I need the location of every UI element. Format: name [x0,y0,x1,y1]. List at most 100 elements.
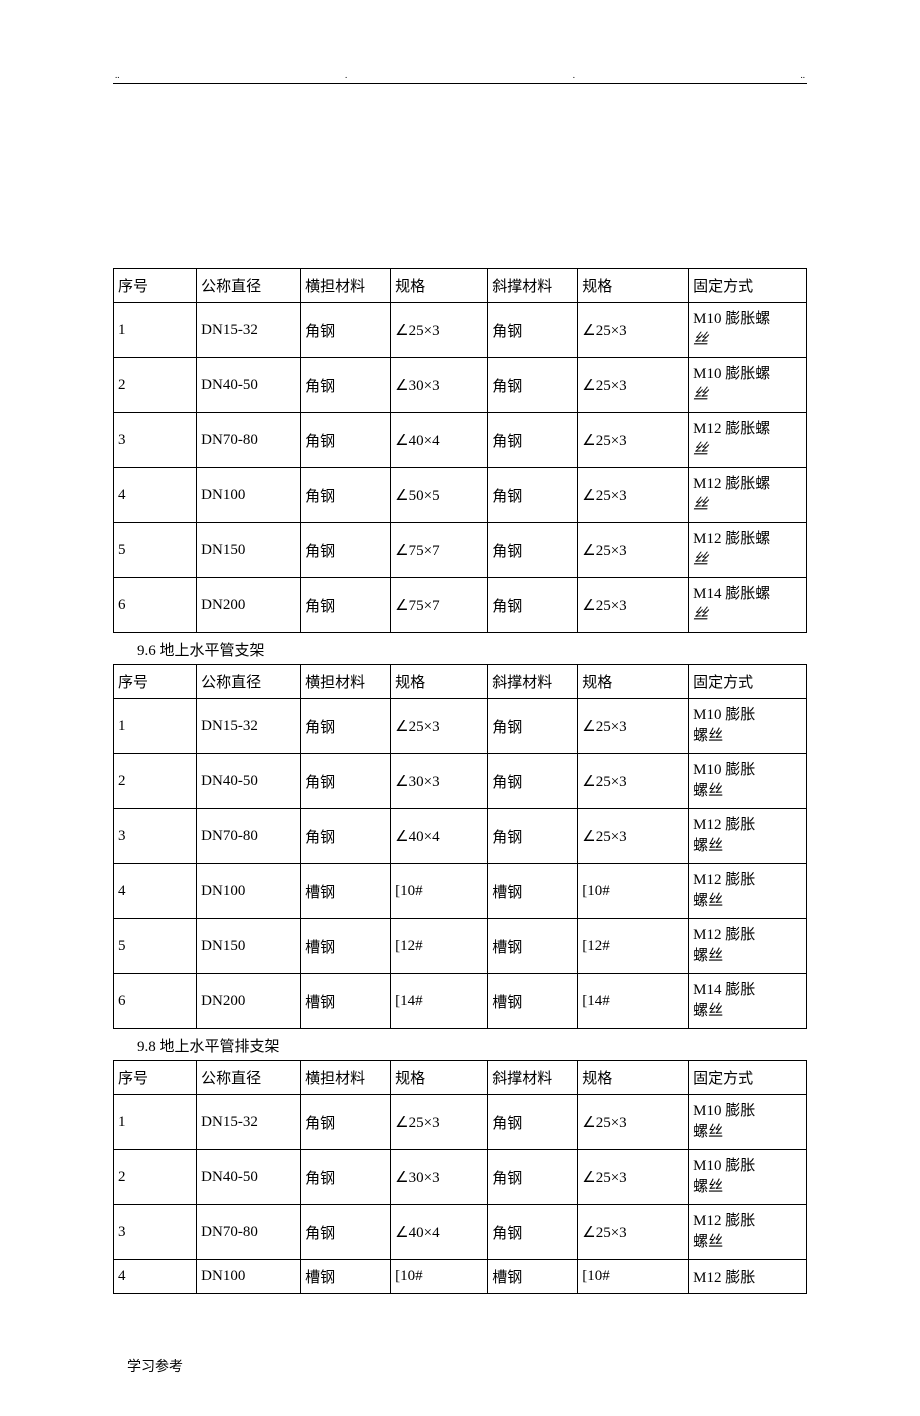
cell: 1 [114,303,197,358]
cell: M12 膨胀螺丝 [689,468,807,523]
cell: M12 膨胀螺丝 [689,864,807,919]
table-row: 3 DN70-80 角钢 ∠40×4 角钢 ∠25×3 M12 膨胀螺丝 [114,1205,807,1260]
header-spacer [113,88,807,268]
header-cell: 公称直径 [197,269,301,303]
header-cell: 斜撑材料 [488,665,578,699]
cell: 1 [114,1095,197,1150]
cell: [14# [578,974,689,1029]
cell: 槽钢 [301,974,391,1029]
cell: 角钢 [488,578,578,633]
cell: 角钢 [488,523,578,578]
cell: ∠25×3 [578,754,689,809]
header-cell: 固定方式 [689,665,807,699]
cell: M10 膨胀螺丝 [689,1095,807,1150]
cell: 角钢 [301,523,391,578]
cell: 角钢 [301,413,391,468]
table-row: 4 DN100 槽钢 [10# 槽钢 [10# M12 膨胀螺丝 [114,864,807,919]
cell: ∠25×3 [391,699,488,754]
table-row: 2 DN40-50 角钢 ∠30×3 角钢 ∠25×3 M10 膨胀螺丝 [114,754,807,809]
cell: 角钢 [488,358,578,413]
cell: DN150 [197,919,301,974]
table-row: 6 DN200 槽钢 [14# 槽钢 [14# M14 膨胀螺丝 [114,974,807,1029]
header-cell: 斜撑材料 [488,1061,578,1095]
cell: DN40-50 [197,1150,301,1205]
cell: DN15-32 [197,1095,301,1150]
cell: ∠25×3 [578,303,689,358]
cell: M10 膨胀螺丝 [689,699,807,754]
header-rule [113,83,807,84]
cell: M10 膨胀螺丝 [689,1150,807,1205]
table-row: 6 DN200 角钢 ∠75×7 角钢 ∠25×3 M14 膨胀螺丝 [114,578,807,633]
cell: ∠25×3 [578,468,689,523]
footer-text: 学习参考 [113,1296,807,1376]
cell: DN15-32 [197,303,301,358]
cell: 槽钢 [301,919,391,974]
header-cell: 公称直径 [197,665,301,699]
cell: M10 膨胀螺丝 [689,754,807,809]
header-cell: 横担材料 [301,269,391,303]
cell: M12 膨胀螺丝 [689,1205,807,1260]
cell: 槽钢 [301,864,391,919]
cell: ∠30×3 [391,358,488,413]
table-header-row: 序号 公称直径 横担材料 规格 斜撑材料 规格 固定方式 [114,665,807,699]
cell: 6 [114,578,197,633]
header-cell: 公称直径 [197,1061,301,1095]
cell: M10 膨胀螺丝 [689,303,807,358]
cell: 角钢 [488,468,578,523]
cell: 角钢 [301,1095,391,1150]
header-cell: 斜撑材料 [488,269,578,303]
header-cell: 横担材料 [301,1061,391,1095]
cell: M12 膨胀 [689,1260,807,1294]
cell: DN70-80 [197,809,301,864]
header-cell: 规格 [391,665,488,699]
cell: 角钢 [301,358,391,413]
cell: 4 [114,1260,197,1294]
header-dot-2: . [345,70,347,80]
cell: [10# [578,1260,689,1294]
table-row: 3 DN70-80 角钢 ∠40×4 角钢 ∠25×3 M12 膨胀螺丝 [114,413,807,468]
cell: [10# [391,1260,488,1294]
cell: 角钢 [301,699,391,754]
cell: ∠40×4 [391,413,488,468]
cell: ∠25×3 [578,1205,689,1260]
cell: 2 [114,754,197,809]
table-row: 1 DN15-32 角钢 ∠25×3 角钢 ∠25×3 M10 膨胀螺丝 [114,303,807,358]
header-cell: 规格 [578,1061,689,1095]
cell: ∠25×3 [391,1095,488,1150]
cell: 角钢 [488,1205,578,1260]
header-dots: .. . . .. [113,70,807,80]
cell: ∠75×7 [391,523,488,578]
cell: 5 [114,523,197,578]
cell: M12 膨胀螺丝 [689,919,807,974]
cell: 角钢 [488,413,578,468]
cell: 槽钢 [488,919,578,974]
table-row: 4 DN100 槽钢 [10# 槽钢 [10# M12 膨胀 [114,1260,807,1294]
cell: DN70-80 [197,413,301,468]
cell: 角钢 [301,809,391,864]
cell: DN70-80 [197,1205,301,1260]
header-cell: 固定方式 [689,269,807,303]
table-2: 序号 公称直径 横担材料 规格 斜撑材料 规格 固定方式 1 DN15-32 角… [113,664,807,1029]
cell: 1 [114,699,197,754]
cell: M14 膨胀螺丝 [689,974,807,1029]
header-dot-3: . [573,70,575,80]
cell: DN100 [197,1260,301,1294]
cell: 槽钢 [488,1260,578,1294]
cell: 角钢 [301,754,391,809]
cell: M14 膨胀螺丝 [689,578,807,633]
table-header-row: 序号 公称直径 横担材料 规格 斜撑材料 规格 固定方式 [114,1061,807,1095]
table-row: 3 DN70-80 角钢 ∠40×4 角钢 ∠25×3 M12 膨胀螺丝 [114,809,807,864]
cell: ∠40×4 [391,809,488,864]
cell: 槽钢 [488,974,578,1029]
table-row: 1 DN15-32 角钢 ∠25×3 角钢 ∠25×3 M10 膨胀螺丝 [114,1095,807,1150]
header-dot-4: .. [801,70,806,80]
table-row: 2 DN40-50 角钢 ∠30×3 角钢 ∠25×3 M10 膨胀螺丝 [114,1150,807,1205]
header-dot-1: .. [115,70,120,80]
cell: 角钢 [301,468,391,523]
cell: 3 [114,413,197,468]
table-1: 序号 公称直径 横担材料 规格 斜撑材料 规格 固定方式 1 DN15-32 角… [113,268,807,633]
cell: 角钢 [488,1150,578,1205]
table-row: 5 DN150 槽钢 [12# 槽钢 [12# M12 膨胀螺丝 [114,919,807,974]
header-cell: 固定方式 [689,1061,807,1095]
header-cell: 规格 [578,269,689,303]
